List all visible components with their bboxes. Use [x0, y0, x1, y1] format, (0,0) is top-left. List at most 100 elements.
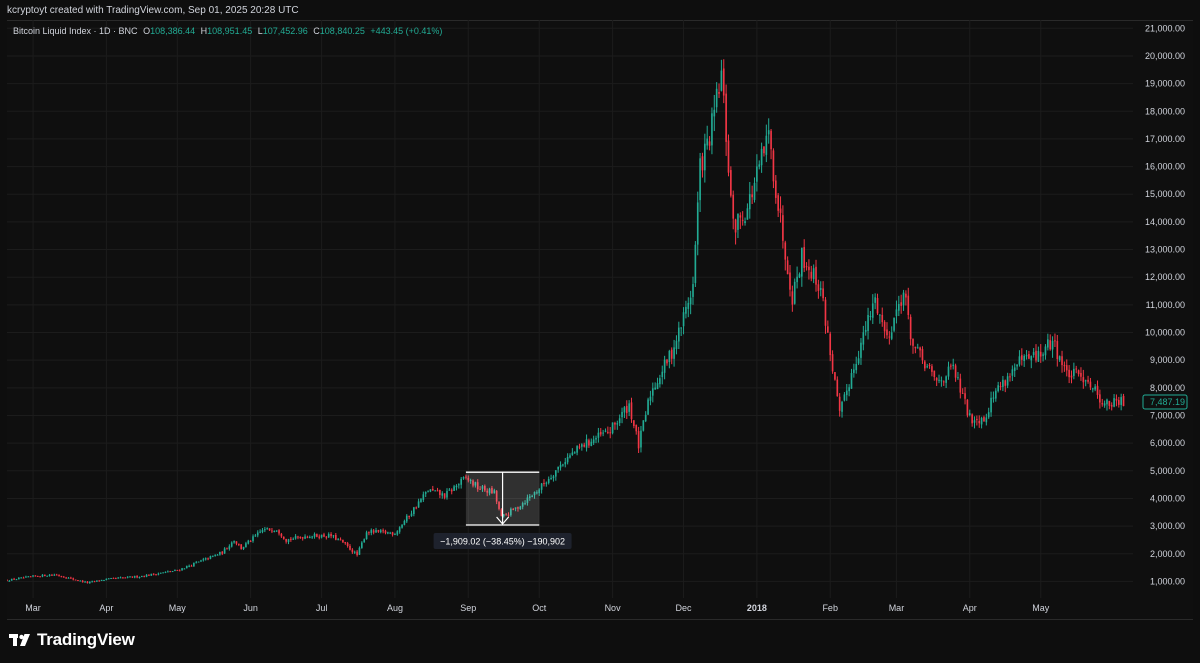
- candle-body[interactable]: [1080, 372, 1082, 377]
- candle-body[interactable]: [580, 444, 583, 447]
- candle-body[interactable]: [155, 574, 157, 576]
- candle-body[interactable]: [1110, 405, 1113, 407]
- candle-body[interactable]: [782, 215, 784, 241]
- candle-body[interactable]: [306, 536, 309, 538]
- candle-body[interactable]: [216, 554, 219, 556]
- candle-body[interactable]: [1044, 346, 1047, 356]
- candle-body[interactable]: [325, 536, 328, 538]
- candle-body[interactable]: [472, 480, 474, 486]
- candle-body[interactable]: [1103, 403, 1106, 406]
- candle-body[interactable]: [950, 365, 952, 367]
- candle-body[interactable]: [375, 530, 377, 533]
- candle-body[interactable]: [554, 470, 557, 477]
- candle-body[interactable]: [332, 535, 335, 537]
- candle-body[interactable]: [1113, 398, 1115, 407]
- candle-body[interactable]: [171, 571, 174, 573]
- candle-body[interactable]: [1004, 380, 1007, 386]
- candle-body[interactable]: [91, 581, 93, 583]
- candle-body[interactable]: [685, 306, 687, 314]
- candle-body[interactable]: [8, 580, 11, 582]
- candle-body[interactable]: [753, 182, 756, 200]
- candle-body[interactable]: [576, 446, 578, 453]
- candle-body[interactable]: [285, 538, 287, 542]
- candle-body[interactable]: [1047, 339, 1049, 348]
- candle-body[interactable]: [235, 541, 238, 544]
- candle-body[interactable]: [562, 464, 564, 466]
- candle-body[interactable]: [874, 297, 876, 303]
- candle-body[interactable]: [715, 88, 718, 108]
- candle-body[interactable]: [112, 577, 115, 579]
- candle-body[interactable]: [370, 529, 373, 533]
- candle-body[interactable]: [557, 466, 560, 470]
- candle-body[interactable]: [611, 422, 614, 434]
- candle-body[interactable]: [119, 577, 122, 579]
- candle-body[interactable]: [618, 418, 621, 423]
- candle-body[interactable]: [1013, 367, 1016, 371]
- candle-body[interactable]: [947, 366, 950, 377]
- candle-body[interactable]: [810, 271, 813, 279]
- candle-body[interactable]: [36, 575, 39, 577]
- candle-body[interactable]: [346, 543, 349, 546]
- candle-body[interactable]: [424, 492, 427, 494]
- candle-body[interactable]: [488, 488, 491, 494]
- candle-body[interactable]: [921, 349, 924, 361]
- candle-body[interactable]: [836, 379, 839, 397]
- candle-body[interactable]: [536, 492, 538, 494]
- candle-body[interactable]: [602, 432, 604, 434]
- candle-body[interactable]: [928, 364, 931, 366]
- candle-body[interactable]: [211, 555, 214, 557]
- candle-body[interactable]: [107, 578, 110, 580]
- candle-body[interactable]: [621, 411, 623, 418]
- candle-body[interactable]: [659, 378, 661, 385]
- candle-body[interactable]: [798, 274, 801, 278]
- candle-body[interactable]: [1117, 400, 1120, 405]
- candle-body[interactable]: [1002, 379, 1004, 387]
- candle-body[interactable]: [55, 574, 58, 576]
- candle-body[interactable]: [805, 266, 808, 268]
- candle-body[interactable]: [318, 536, 321, 538]
- candle-body[interactable]: [197, 561, 200, 563]
- candle-body[interactable]: [1077, 370, 1080, 375]
- candle-body[interactable]: [732, 194, 735, 219]
- candle-body[interactable]: [81, 580, 84, 583]
- candle-body[interactable]: [505, 514, 507, 516]
- candle-body[interactable]: [616, 423, 619, 425]
- candle-body[interactable]: [410, 513, 413, 517]
- candle-body[interactable]: [230, 542, 233, 547]
- candle-body[interactable]: [599, 431, 602, 435]
- candle-body[interactable]: [167, 571, 169, 573]
- candle-body[interactable]: [935, 377, 938, 381]
- candle-body[interactable]: [65, 577, 67, 579]
- candle-body[interactable]: [372, 530, 375, 533]
- candle-body[interactable]: [909, 316, 912, 340]
- candle-body[interactable]: [474, 482, 477, 486]
- candle-body[interactable]: [512, 508, 515, 510]
- candle-body[interactable]: [869, 315, 872, 318]
- candle-body[interactable]: [469, 480, 472, 482]
- candle-body[interactable]: [751, 194, 753, 198]
- candle-body[interactable]: [1106, 399, 1108, 405]
- candle-body[interactable]: [722, 68, 725, 96]
- candle-body[interactable]: [834, 372, 836, 380]
- candle-body[interactable]: [266, 528, 269, 530]
- candle-body[interactable]: [159, 572, 162, 574]
- candle-body[interactable]: [528, 496, 531, 498]
- candle-body[interactable]: [519, 506, 522, 510]
- candle-body[interactable]: [959, 378, 962, 393]
- candle-body[interactable]: [67, 577, 70, 579]
- candle-body[interactable]: [124, 577, 127, 579]
- candle-body[interactable]: [1018, 356, 1021, 365]
- candle-body[interactable]: [27, 576, 30, 578]
- price-chart[interactable]: −1,909.02 (−38.45%) −190,902 Mar Apr May Ju…: [7, 20, 1193, 618]
- candle-body[interactable]: [919, 347, 921, 351]
- candle-body[interactable]: [261, 530, 264, 533]
- candle-body[interactable]: [379, 530, 382, 533]
- candle-body[interactable]: [661, 371, 664, 377]
- candle-body[interactable]: [316, 534, 318, 537]
- candle-body[interactable]: [207, 558, 209, 560]
- candle-body[interactable]: [1122, 395, 1125, 407]
- candle-body[interactable]: [1030, 356, 1033, 361]
- candle-body[interactable]: [157, 573, 160, 575]
- candle-body[interactable]: [841, 401, 843, 412]
- candle-body[interactable]: [377, 529, 380, 532]
